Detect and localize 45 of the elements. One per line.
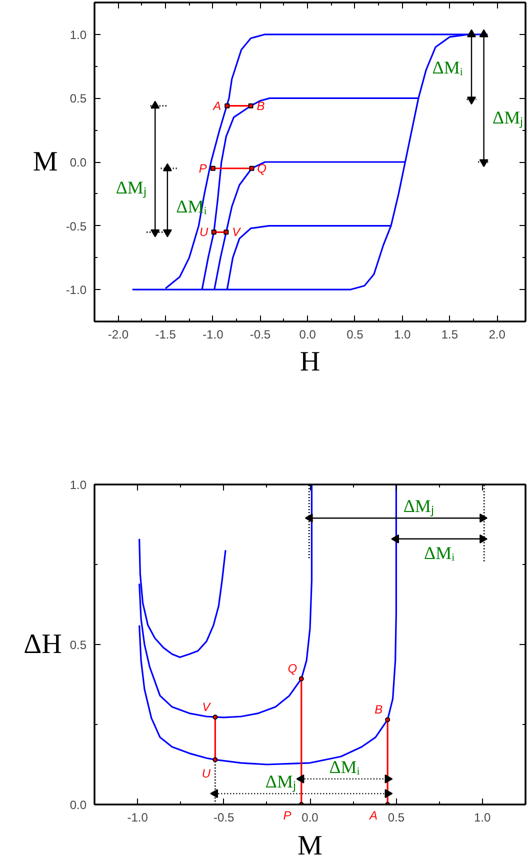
x-tick-label: -0.5 xyxy=(250,328,271,342)
annotation: A xyxy=(212,98,222,113)
x-tick-label: -1.0 xyxy=(127,810,148,824)
y-axis-title: M xyxy=(32,146,58,178)
y-tick-label: -1.0 xyxy=(66,283,87,298)
annotation: ΔMⱼ xyxy=(116,178,146,199)
annotation: P xyxy=(198,161,207,176)
y-tick-label: 0.0 xyxy=(70,798,87,812)
annotation: U xyxy=(200,225,209,240)
y-tick-label: -0.5 xyxy=(66,219,87,234)
y-tick-label: 0.5 xyxy=(70,638,87,652)
annotation: ΔMᵢ xyxy=(329,756,360,777)
y-tick-label: 1.0 xyxy=(70,478,87,492)
x-tick-label: -1.0 xyxy=(202,328,224,342)
x-tick-label: 0.5 xyxy=(346,328,364,342)
annotation: ΔMᵢ xyxy=(424,542,455,563)
x-tick-label: -2.0 xyxy=(108,328,129,342)
annotation: ΔMᵢ xyxy=(432,58,463,78)
annotation: Q xyxy=(257,161,266,176)
annotation: U xyxy=(202,766,211,781)
x-axis-title: H xyxy=(300,346,320,378)
annotation: B xyxy=(256,98,265,113)
y-tick-label: 0.5 xyxy=(70,92,87,106)
x-axis-title: M xyxy=(298,830,323,862)
annotation: ΔMⱼ xyxy=(403,496,434,518)
annotation: B xyxy=(374,702,383,717)
annotation: ΔMⱼ xyxy=(492,107,524,128)
y-axis-title: ΔH xyxy=(24,629,62,660)
x-tick-label: 2.0 xyxy=(488,328,506,342)
annotation: Q xyxy=(288,662,298,676)
annotation: P xyxy=(283,808,292,822)
x-tick-label: -0.5 xyxy=(213,810,234,824)
y-tick-label: 0.0 xyxy=(70,156,87,170)
x-tick-label: 0.0 xyxy=(299,328,316,342)
annotation: ΔMⱼ xyxy=(265,772,296,793)
annotation: A xyxy=(368,808,378,822)
x-tick-label: 1.5 xyxy=(441,328,458,342)
y-tick-label: 1.0 xyxy=(70,28,87,42)
annotation: V xyxy=(232,225,242,240)
x-tick-label: 0.5 xyxy=(388,810,405,824)
x-tick-label: 1.0 xyxy=(394,328,412,342)
x-tick-label: -1.5 xyxy=(155,328,176,342)
x-tick-label: 1.0 xyxy=(474,810,492,824)
x-tick-label: 0.0 xyxy=(302,810,319,824)
annotation: V xyxy=(202,700,212,714)
